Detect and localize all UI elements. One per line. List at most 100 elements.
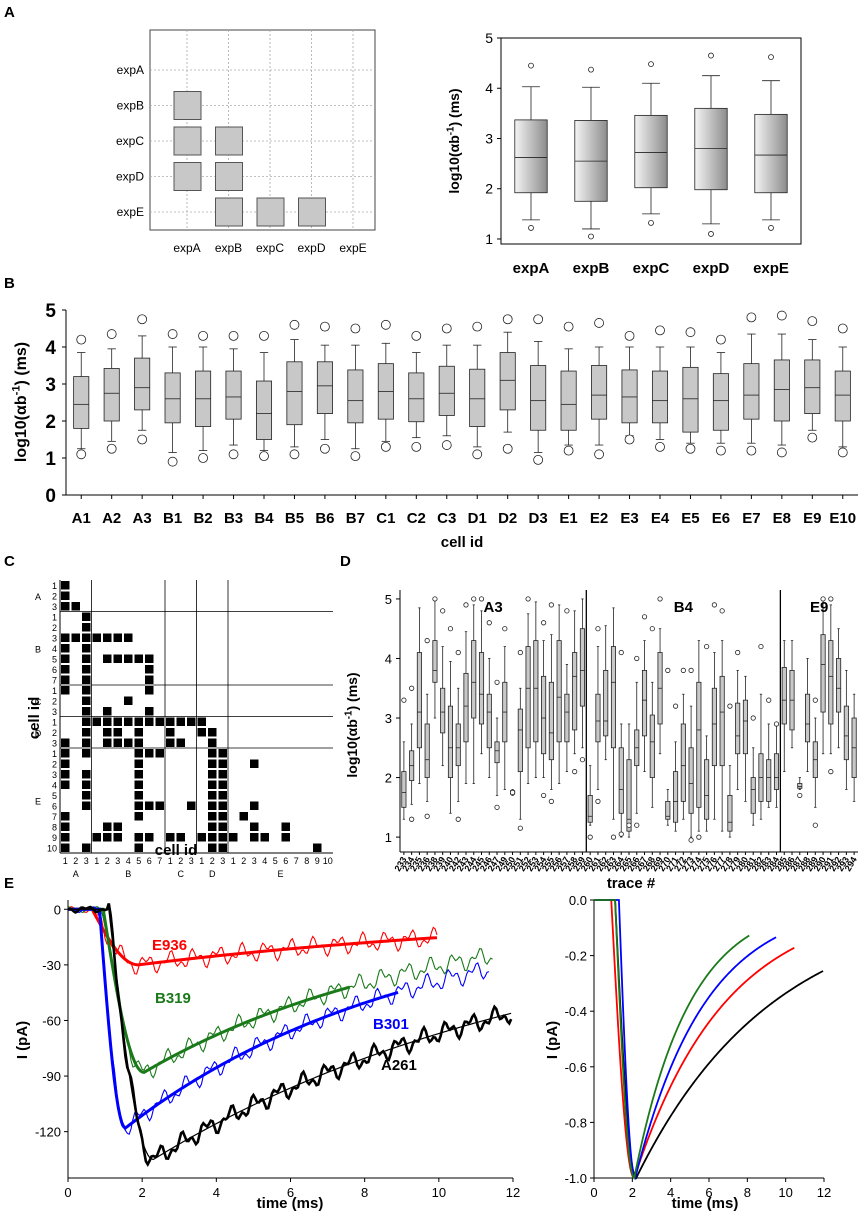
box-outlier: [685, 327, 696, 338]
x-tick-label: B1: [163, 510, 182, 527]
row-number: 6: [52, 801, 57, 811]
matrix-cell: [113, 633, 122, 642]
matrix-cell: [208, 759, 217, 768]
matrix-cell: [176, 833, 185, 842]
matrix-cell: [61, 843, 70, 852]
box: [103, 368, 120, 422]
matrix-cell: [313, 843, 322, 852]
y-axis-label-tail: ) (ms): [446, 88, 462, 126]
matrix-cell: [155, 749, 164, 758]
matrix-cell: [218, 833, 227, 842]
panel-a-boxplot: 1 2 3 4 5 expA expB expC expD expE log10(αb-1) (ms…: [445, 30, 802, 277]
matrix-cell: [124, 717, 133, 726]
matrix-cell: [82, 696, 91, 705]
box: [610, 646, 617, 749]
row-number: 1: [52, 612, 57, 622]
trace-fit-b301: [68, 907, 399, 1130]
row-number: 3: [52, 738, 57, 748]
matrix-cell: [298, 197, 326, 227]
box-outlier: [579, 757, 586, 763]
box-outlier: [828, 596, 834, 602]
col-number: 5: [273, 856, 278, 866]
col-number: 4: [126, 856, 131, 866]
box-outlier: [548, 602, 554, 608]
x-tick-label: A3: [133, 510, 152, 527]
box-outlier: [502, 314, 513, 325]
x-tick-label: B2: [193, 510, 212, 527]
box: [742, 699, 748, 755]
matrix-cell: [82, 644, 91, 653]
matrix-cell: [260, 833, 269, 842]
box: [836, 658, 842, 713]
y-tick-label: 3: [385, 711, 392, 726]
box-outlier: [820, 596, 826, 602]
matrix-cell: [82, 801, 91, 810]
box-outlier: [610, 834, 617, 840]
box-outlier: [350, 451, 361, 462]
box: [694, 107, 728, 191]
matrix-cell: [82, 675, 91, 684]
matrix-cell: [155, 801, 164, 810]
box-outlier: [708, 231, 714, 237]
x-tick-label: 0: [590, 1185, 597, 1200]
x-tick-label: E8: [773, 510, 791, 527]
row-number: 10: [47, 843, 57, 853]
x-tick-label: expB: [573, 260, 610, 277]
x-axis-label: time (ms): [257, 1195, 324, 1212]
matrix-cell: [124, 633, 133, 642]
box: [621, 369, 638, 424]
group-label-col: B: [125, 869, 131, 879]
y-tick-label: -0.2: [565, 949, 587, 964]
box-outlier: [812, 822, 818, 828]
matrix-col-label: expC: [256, 241, 284, 255]
group-label-col: A: [73, 869, 79, 879]
y-axis-label-tail: ) (ms): [13, 342, 30, 386]
x-tick-label: 6: [287, 1185, 294, 1200]
panel-e-traces: 0 2 4 6 8 10 12 0 -30 -60 -90 -120 time (ms) I (pA) E9…: [14, 900, 520, 1212]
col-number: 6: [147, 856, 152, 866]
box-outlier: [716, 445, 726, 456]
box-outlier: [624, 434, 635, 445]
box-outlier: [746, 312, 757, 323]
box-outlier: [696, 834, 702, 840]
matrix-cell: [145, 665, 154, 674]
row-number: 2: [52, 696, 57, 706]
matrix-cell: [215, 162, 243, 191]
matrix-cell: [71, 602, 80, 611]
y-axis-label: log10(αb-1) (ms): [343, 672, 360, 777]
x-tick-label: B4: [254, 510, 274, 527]
box-outlier: [228, 449, 239, 460]
box-outlier: [716, 334, 726, 345]
matrix-cell: [134, 833, 143, 842]
matrix-cell: [187, 801, 196, 810]
box-outlier: [472, 321, 483, 332]
x-tick-label: C3: [437, 510, 456, 527]
box-outlier: [380, 441, 391, 452]
box-outlier: [773, 721, 780, 727]
row-number: 3: [52, 633, 57, 643]
matrix-cell: [218, 843, 227, 852]
matrix-cell: [134, 749, 143, 758]
y-tick-label: -60: [42, 1013, 61, 1028]
y-axis-label-tail: ) (ms): [344, 672, 360, 710]
x-tick-label: C1: [376, 510, 395, 527]
trace-label-b301: B301: [373, 1016, 409, 1033]
matrix-cell: [176, 738, 185, 747]
matrix-cell: [166, 738, 175, 747]
trace-label-a261: A261: [381, 1057, 417, 1074]
row-number: 1: [52, 749, 57, 759]
box: [766, 759, 772, 802]
box: [834, 370, 851, 422]
box: [438, 365, 455, 416]
box: [579, 628, 585, 707]
col-number: 1: [168, 856, 173, 866]
y-tick-label: -90: [42, 1069, 61, 1084]
box-outlier: [494, 804, 500, 810]
row-number: 2: [52, 591, 57, 601]
row-number: 6: [52, 665, 57, 675]
y-tick-label: -30: [42, 958, 61, 973]
matrix-cell: [82, 717, 91, 726]
x-tick-label: E7: [742, 510, 760, 527]
